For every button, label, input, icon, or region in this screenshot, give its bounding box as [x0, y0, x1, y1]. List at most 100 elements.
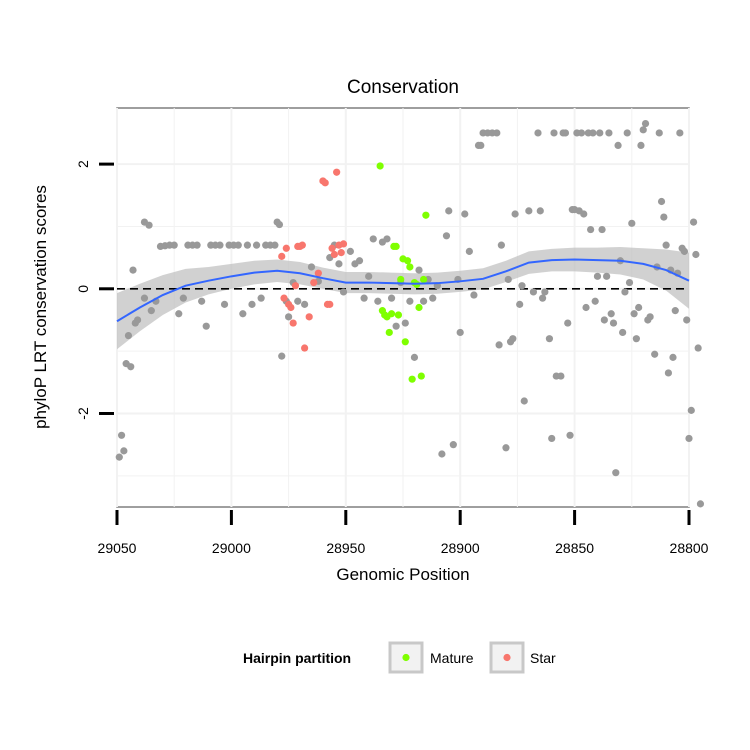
data-point-other: [406, 297, 414, 305]
data-point-other: [685, 434, 693, 443]
data-point-other: [641, 119, 650, 128]
data-point-mature: [394, 311, 403, 319]
data-point-other: [603, 272, 611, 280]
data-point-other: [461, 210, 469, 218]
data-point-other: [623, 129, 631, 137]
data-point-other: [651, 350, 659, 358]
data-point-other: [587, 225, 595, 234]
data-point-star: [326, 300, 334, 308]
data-point-other: [456, 328, 464, 337]
data-point-star: [298, 241, 306, 249]
data-point-other: [145, 221, 153, 229]
data-point-other: [133, 316, 142, 324]
data-point-other: [243, 241, 252, 249]
data-point-other: [129, 266, 137, 274]
data-point-other: [383, 235, 391, 243]
data-point-other: [545, 335, 554, 343]
data-point-star: [305, 313, 313, 321]
data-point-other: [234, 241, 242, 249]
grid-lines: [116, 108, 690, 507]
data-point-other: [387, 294, 396, 302]
data-point-other: [346, 247, 354, 255]
data-point-other: [605, 129, 613, 137]
data-point-other: [511, 210, 519, 218]
data-point-other: [639, 126, 647, 134]
data-point-other: [120, 447, 128, 455]
data-point-star: [289, 319, 297, 327]
data-point-star: [287, 303, 295, 312]
data-point-other: [680, 247, 689, 255]
data-point-other: [621, 288, 629, 296]
data-point-other: [664, 369, 673, 377]
data-point-star: [280, 294, 288, 302]
data-point-other: [360, 294, 368, 302]
data-point-other: [598, 225, 606, 234]
data-point-other: [429, 294, 437, 302]
data-point-other: [591, 297, 599, 305]
data-point-other: [689, 218, 698, 226]
data-point-other: [676, 129, 684, 137]
data-point-other: [607, 310, 615, 318]
data-point-other: [271, 241, 279, 249]
x-tick-label: 28950: [326, 540, 365, 556]
y-tick-label: 2: [75, 160, 91, 168]
data-point-other: [577, 129, 586, 137]
data-point-other: [449, 441, 457, 449]
data-point-star: [282, 244, 290, 252]
data-point-other: [257, 294, 265, 302]
data-point-other: [614, 141, 622, 150]
data-point-other: [294, 297, 302, 305]
data-point-other: [637, 141, 645, 150]
data-point-other: [369, 235, 377, 243]
data-point-other: [518, 282, 526, 290]
data-point-other: [509, 335, 517, 343]
data-point-other: [557, 372, 565, 380]
data-point-other: [536, 207, 544, 215]
data-point-other: [301, 300, 309, 308]
data-point-other: [410, 353, 419, 361]
data-point-mature: [403, 257, 412, 265]
data-point-other: [442, 232, 451, 240]
data-point-other: [534, 129, 542, 137]
data-point-star: [333, 168, 341, 176]
data-point-star: [278, 252, 286, 260]
legend-title: Hairpin partition: [243, 650, 351, 666]
chart-title: Conservation: [347, 77, 459, 98]
data-point-other: [495, 341, 503, 349]
data-point-other: [365, 272, 373, 280]
data-point-other: [198, 297, 206, 305]
data-point-other: [692, 250, 700, 259]
data-point-other: [401, 319, 409, 327]
data-point-other: [662, 241, 670, 249]
x-axis: 29050 29000 28950 28900 28850 28800: [98, 510, 709, 556]
data-point-other: [589, 129, 597, 137]
data-point-other: [307, 263, 316, 271]
data-point-other: [660, 213, 668, 221]
data-point-star: [328, 244, 336, 252]
data-point-other: [612, 469, 620, 477]
data-point-other: [278, 352, 286, 360]
data-point-other: [520, 397, 528, 405]
data-point-other: [669, 353, 677, 361]
x-tick-label: 29000: [212, 540, 251, 556]
data-point-other: [252, 241, 261, 249]
data-point-other: [600, 316, 608, 324]
data-point-other: [355, 257, 364, 265]
data-point-star: [310, 278, 318, 287]
data-point-other: [493, 129, 501, 137]
y-axis-label: phyloP LRT conservation scores: [31, 185, 50, 429]
data-point-other: [175, 310, 183, 318]
data-point-star: [339, 240, 348, 248]
data-point-other: [438, 450, 446, 458]
data-point-other: [548, 434, 556, 443]
data-point-other: [632, 335, 640, 343]
data-point-other: [609, 319, 618, 327]
data-point-mature: [408, 375, 416, 383]
data-point-other: [248, 300, 256, 308]
data-point-mature: [376, 162, 384, 170]
data-point-other: [202, 322, 210, 330]
data-point-other: [445, 207, 453, 215]
data-point-other: [516, 300, 524, 308]
data-point-other: [538, 294, 547, 302]
data-point-other: [525, 207, 533, 215]
